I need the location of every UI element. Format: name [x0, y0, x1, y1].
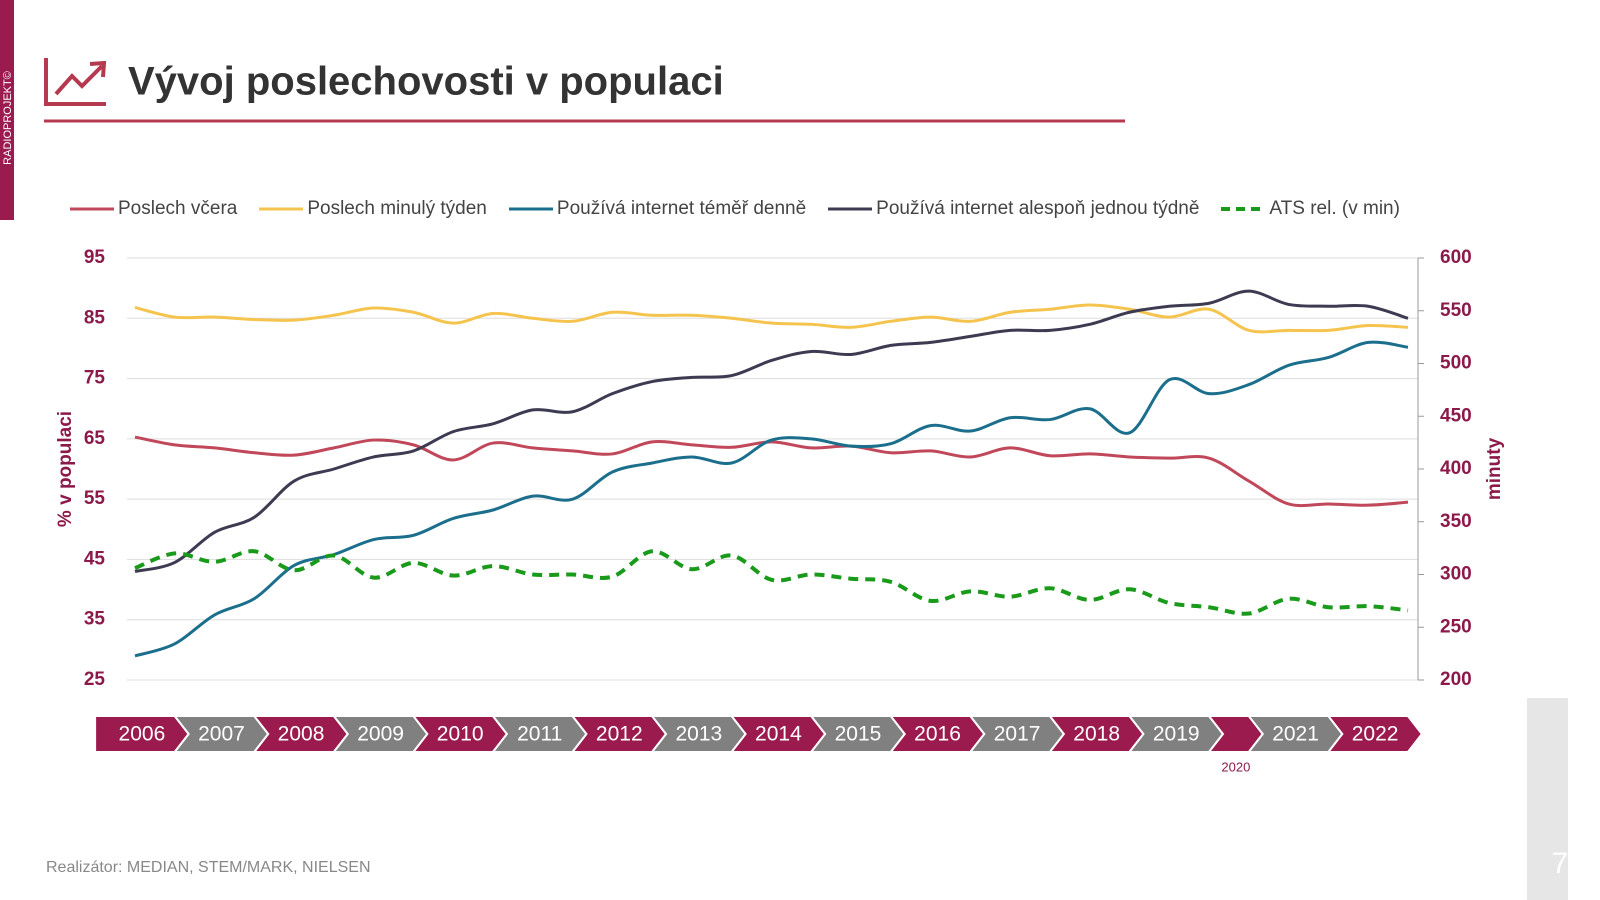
y2-tick-label: 300 [1440, 564, 1472, 585]
y2-tick-label: 550 [1440, 300, 1472, 321]
legend-swatch [259, 207, 304, 211]
x-tick-label: 2016 [914, 723, 961, 746]
y-tick-label: 35 [84, 609, 106, 630]
legend-swatch [70, 207, 114, 211]
y-tick-label: 75 [84, 368, 106, 389]
y-tick-label: 25 [84, 669, 106, 690]
x-tick-label: 2012 [596, 723, 643, 746]
x-tick-label: 2008 [278, 723, 325, 746]
x-tick-label: 2006 [119, 723, 166, 746]
legend-item: Poslech minulý týden [259, 198, 487, 220]
x-tick-label: 2021 [1272, 723, 1319, 746]
x-tick-label: 2019 [1153, 723, 1200, 746]
x-tick-label: 2017 [994, 723, 1041, 746]
brand: RADIOPROJEKT© [2, 71, 14, 165]
legend-label: Poslech včera [118, 198, 238, 219]
title-icon [44, 58, 107, 106]
x-tick-label: 2009 [357, 723, 404, 746]
page-number: 7 [1552, 847, 1569, 880]
x-tick-label: 2013 [675, 723, 722, 746]
legend-item: Používá internet téměř denně [508, 198, 807, 220]
y-tick-label: 65 [84, 428, 106, 449]
chart-title: Vývoj poslechovosti v populaci [128, 60, 724, 104]
x-tick-label: 2014 [755, 723, 802, 746]
y-tick-label: 95 [84, 247, 106, 268]
x-tick-label: 2015 [835, 723, 882, 746]
legend-swatch [508, 207, 553, 211]
y2-axis-label: minuty [1484, 437, 1505, 500]
y2-tick-label: 600 [1440, 247, 1472, 268]
series-line [134, 549, 1409, 616]
x-tick-label: 2007 [198, 723, 245, 746]
y-tick-label: 45 [84, 548, 106, 569]
y2-tick-label: 350 [1440, 511, 1472, 532]
y2-tick-label: 250 [1440, 616, 1472, 637]
legend-label: Používá internet alespoň jednou týdně [876, 198, 1200, 219]
series-line [134, 435, 1409, 508]
x-tick-label: 2018 [1073, 723, 1120, 746]
y-axis-label: % v populaci [55, 411, 76, 527]
series-line [134, 289, 1409, 573]
y2-tick-label: 450 [1440, 405, 1472, 426]
year-chevron [1326, 715, 1424, 753]
x-tick-label: 2011 [517, 723, 562, 746]
footer: Realizátor: MEDIAN, STEM/MARK, NIELSEN [46, 859, 371, 876]
legend-label: Poslech minulý týden [307, 198, 487, 219]
legend-item: ATS rel. (v min) [1221, 198, 1400, 220]
x-tick-label: 2010 [437, 723, 484, 746]
series-line [134, 340, 1409, 658]
y2-tick-label: 200 [1440, 669, 1472, 690]
x-tick-label: 2020 [1221, 759, 1250, 774]
y-tick-label: 55 [84, 488, 106, 509]
brand-bar [0, 0, 14, 220]
y-tick-label: 85 [84, 307, 106, 328]
legend-label: ATS rel. (v min) [1269, 198, 1400, 219]
x-tick-label: 2022 [1352, 723, 1399, 746]
legend-label: Používá internet téměř denně [556, 198, 807, 219]
y2-tick-label: 400 [1440, 458, 1472, 479]
series-line [134, 303, 1409, 334]
legend-swatch [828, 207, 873, 211]
legend-item: Poslech včera [70, 198, 237, 220]
y2-tick-label: 500 [1440, 353, 1472, 374]
legend-swatch [1221, 207, 1266, 211]
page-tab [1527, 698, 1568, 900]
legend-item: Používá internet alespoň jednou týdně [828, 198, 1199, 220]
legend: Poslech včera Poslech minulý týden Používá… [70, 198, 1400, 220]
